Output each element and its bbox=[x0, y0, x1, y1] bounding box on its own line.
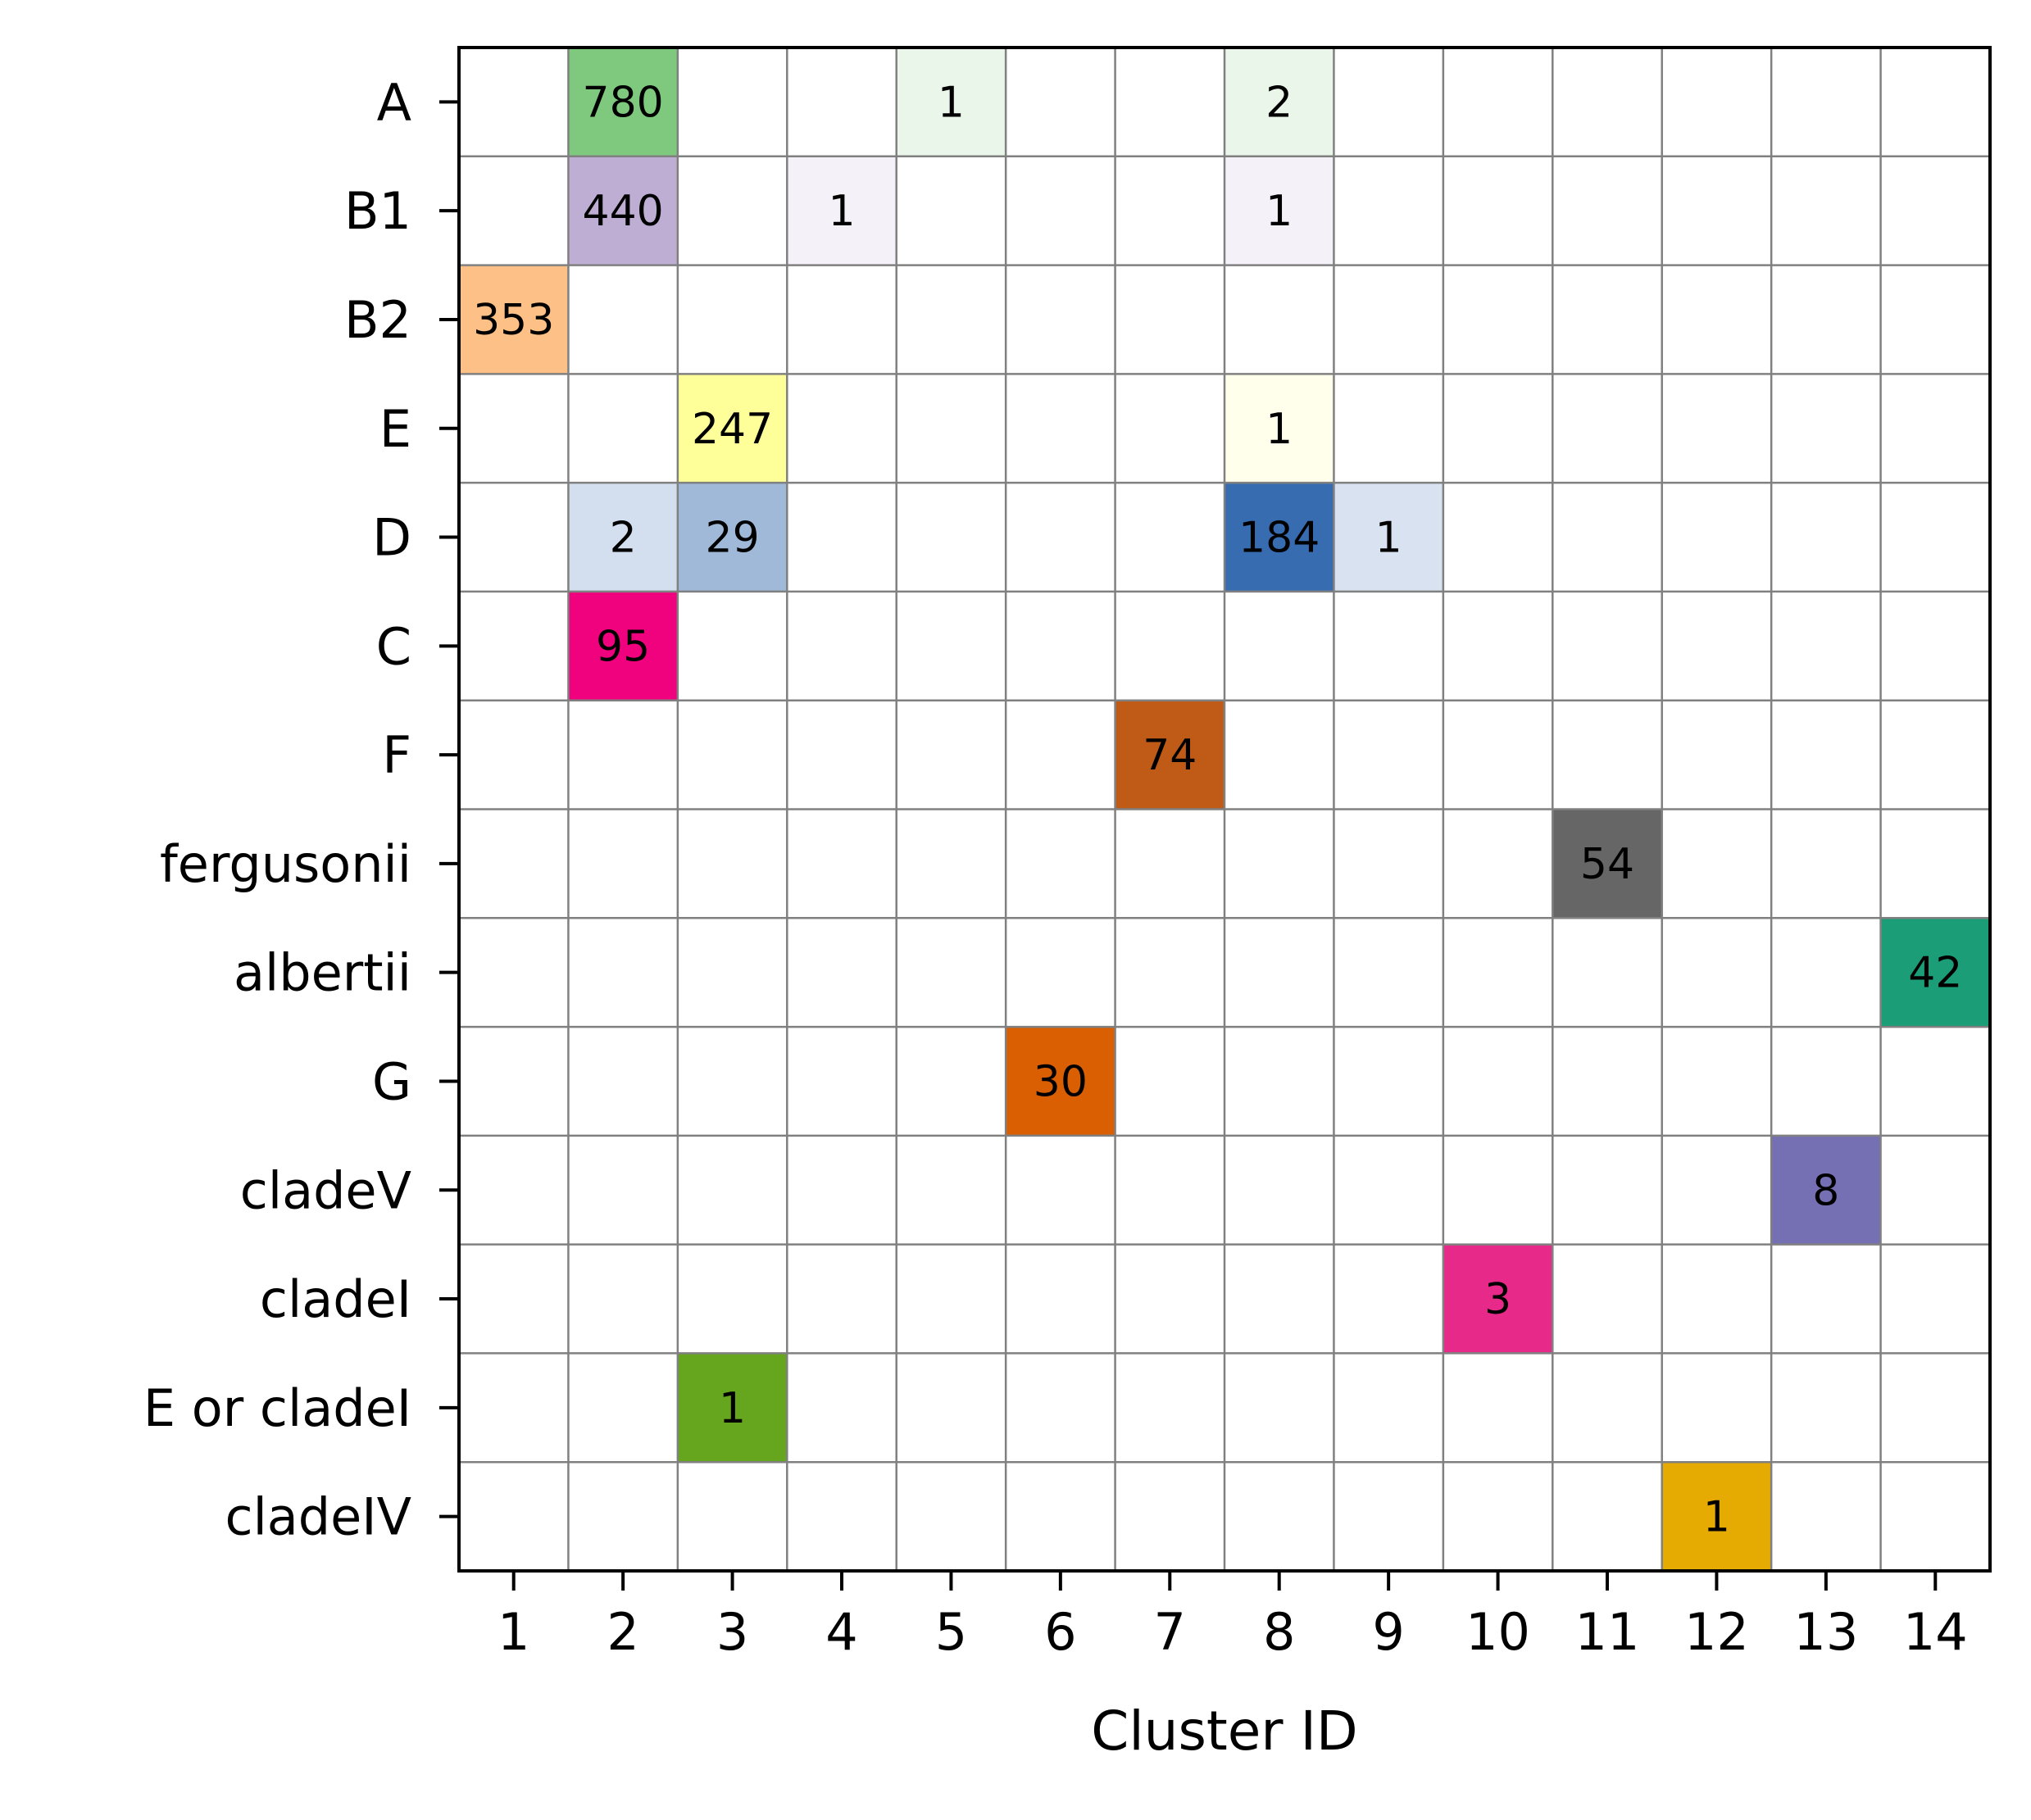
y-tick-label: D bbox=[372, 508, 411, 568]
cell-value-label: 353 bbox=[473, 296, 554, 345]
y-tick-label: E or cladeI bbox=[143, 1378, 411, 1438]
heatmap-cell bbox=[1225, 156, 1334, 266]
cell-value-label: 1 bbox=[1265, 187, 1293, 236]
heatmap-cell bbox=[1334, 483, 1443, 592]
cell-value-label: 247 bbox=[692, 405, 773, 454]
heatmap-cell bbox=[1880, 918, 1990, 1028]
cell-value-label: 1 bbox=[1265, 405, 1293, 454]
heatmap-cell bbox=[677, 483, 788, 592]
cell-value-label: 42 bbox=[1908, 949, 1962, 998]
cell-value-label: 1 bbox=[938, 78, 965, 127]
heatmap-cell bbox=[568, 48, 678, 157]
x-tick-label: 1 bbox=[498, 1602, 529, 1662]
x-tick-label: 9 bbox=[1372, 1602, 1404, 1662]
y-tick-label: albertii bbox=[234, 943, 411, 1003]
heatmap-cell bbox=[1443, 1244, 1553, 1354]
heatmap-cell bbox=[1661, 1462, 1772, 1571]
cell-value-label: 184 bbox=[1238, 514, 1320, 563]
cell-value-label: 30 bbox=[1034, 1057, 1088, 1106]
heatmap-cell bbox=[1552, 809, 1662, 919]
cell-value-label: 1 bbox=[719, 1384, 746, 1433]
heatmap-cell bbox=[1115, 700, 1225, 810]
cell-value-label: 1 bbox=[1703, 1493, 1730, 1542]
cell-value-label: 8 bbox=[1812, 1166, 1839, 1215]
y-tick-label: cladeI bbox=[260, 1269, 411, 1329]
heatmap-cell bbox=[1771, 1135, 1881, 1245]
x-tick-label: 4 bbox=[825, 1602, 857, 1662]
x-tick-label: 2 bbox=[607, 1602, 638, 1662]
heatmap-cell bbox=[896, 48, 1006, 157]
y-tick-label: cladeIV bbox=[225, 1487, 411, 1547]
cells-layer bbox=[459, 48, 1990, 1571]
cell-value-label: 29 bbox=[705, 514, 759, 563]
cell-value-label: 95 bbox=[596, 622, 650, 671]
grid-layer bbox=[459, 48, 1990, 1571]
heatmap-cell bbox=[787, 156, 897, 266]
heatmap-cell bbox=[677, 374, 788, 483]
x-tick-label: 3 bbox=[716, 1602, 748, 1662]
cell-value-label: 1 bbox=[828, 187, 855, 236]
cell-value-label: 54 bbox=[1580, 840, 1634, 889]
x-tick-label: 6 bbox=[1044, 1602, 1076, 1662]
x-axis-label: Cluster ID bbox=[1091, 1700, 1358, 1763]
cell-labels-layer: 780 1 2 440 1 1 353 247 1 2 29 184 1 95 74 54 42 30 8 3 1 1 bbox=[473, 78, 1962, 1541]
x-tick-label: 13 bbox=[1793, 1602, 1858, 1662]
cell-value-label: 780 bbox=[583, 78, 664, 127]
heatmap-cell bbox=[568, 483, 678, 592]
y-tick-label: B2 bbox=[344, 290, 411, 350]
cell-value-label: 2 bbox=[1265, 78, 1293, 127]
y-tick-label: B1 bbox=[344, 181, 411, 241]
x-tick-label: 5 bbox=[935, 1602, 967, 1662]
heatmap-cell bbox=[459, 265, 569, 374]
heatmap-cell bbox=[677, 1353, 788, 1463]
y-tick-label: E bbox=[379, 399, 411, 459]
y-tick-label: G bbox=[372, 1051, 411, 1111]
cell-value-label: 3 bbox=[1484, 1275, 1511, 1324]
x-axis: 1 2 3 4 5 6 7 8 9 10 11 12 13 14 bbox=[498, 1571, 1968, 1662]
y-tick-label: F bbox=[382, 725, 411, 785]
x-tick-label: 12 bbox=[1684, 1602, 1749, 1662]
x-tick-label: 10 bbox=[1465, 1602, 1530, 1662]
cell-value-label: 1 bbox=[1375, 514, 1402, 563]
cell-value-label: 2 bbox=[610, 514, 637, 563]
heatmap-cell bbox=[1006, 1027, 1115, 1136]
heatmap-cell bbox=[1225, 483, 1334, 592]
y-tick-label: C bbox=[376, 616, 411, 676]
x-tick-label: 8 bbox=[1263, 1602, 1295, 1662]
heatmap-cell bbox=[1225, 374, 1334, 483]
y-tick-label: fergusonii bbox=[160, 834, 411, 894]
plot-frame bbox=[457, 46, 1992, 1573]
x-tick-label: 14 bbox=[1903, 1602, 1968, 1662]
y-tick-label: A bbox=[377, 72, 411, 132]
heatmap-cell bbox=[568, 156, 678, 266]
x-tick-label: 11 bbox=[1575, 1602, 1640, 1662]
heatmap-cell bbox=[1225, 48, 1334, 157]
y-tick-label: cladeV bbox=[240, 1160, 411, 1220]
cell-value-label: 440 bbox=[583, 187, 664, 236]
heatmap-cell bbox=[568, 591, 678, 701]
cell-value-label: 74 bbox=[1143, 731, 1197, 780]
x-tick-label: 7 bbox=[1154, 1602, 1186, 1662]
